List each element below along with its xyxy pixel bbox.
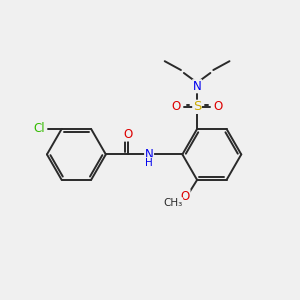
Text: O: O — [123, 128, 133, 141]
Text: N: N — [193, 80, 202, 93]
Text: Cl: Cl — [34, 122, 45, 135]
Text: CH₃: CH₃ — [163, 198, 183, 208]
Text: H: H — [145, 158, 153, 168]
Text: S: S — [193, 100, 201, 113]
Text: O: O — [181, 190, 190, 202]
Text: O: O — [213, 100, 222, 113]
Text: N: N — [145, 148, 154, 161]
Text: O: O — [172, 100, 181, 113]
